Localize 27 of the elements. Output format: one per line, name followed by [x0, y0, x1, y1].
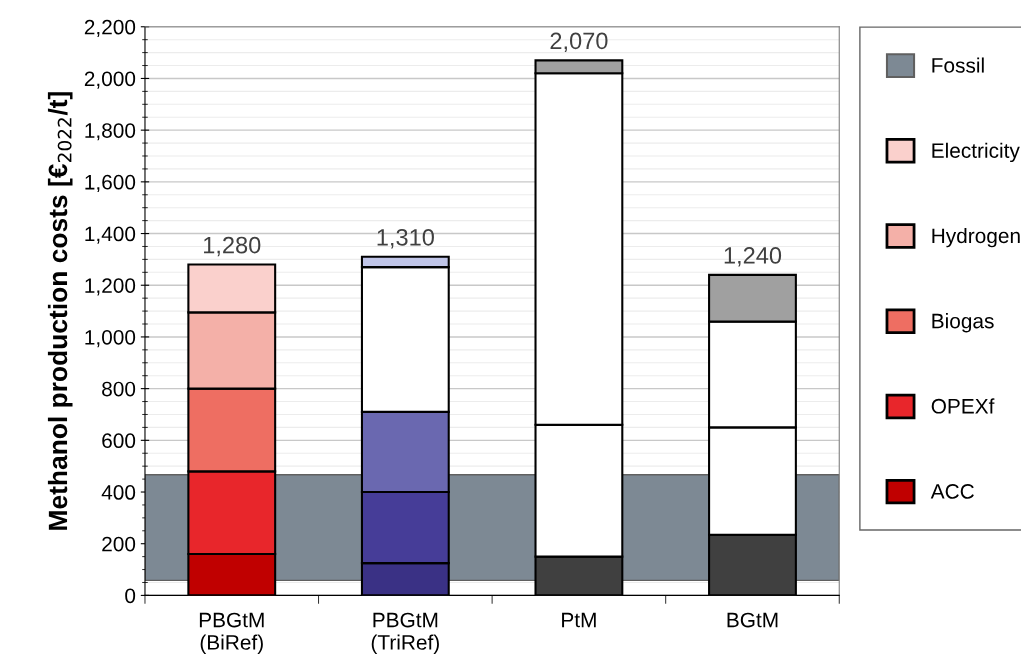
y-tick-label: 2,200 [84, 19, 136, 37]
y-tick-label: 1,800 [85, 123, 136, 141]
total-label: 1,310 [377, 228, 434, 249]
y-axis-title: Methanol production costs [€$_{2022}$/t] [47, 92, 73, 530]
y-tick-label: 800 [102, 381, 136, 397]
x-tick-label: PtM [562, 612, 596, 628]
y-tick-label: 1,600 [85, 174, 136, 193]
legend-label: Biogas [932, 313, 994, 333]
y-tick-label: 600 [102, 433, 136, 449]
y-tick-label: 1,200 [85, 278, 136, 296]
legend-label: ACC [930, 484, 974, 499]
y-tick-label: 1,400 [85, 226, 136, 244]
x-tick-label: PBGtM (BiRef) [199, 612, 264, 654]
total-label: 2,070 [550, 32, 608, 53]
x-tick-label: BGtM [727, 612, 778, 628]
y-tick-label: 0 [125, 588, 136, 604]
legend-label: OPEXf [931, 398, 995, 414]
y-tick-label: 1,000 [85, 329, 136, 348]
y-tick-label: 2,000 [84, 71, 136, 89]
legend-label: Hydrogen [932, 227, 1020, 248]
y-tick-label: 200 [102, 536, 136, 552]
y-tick-label: 400 [101, 485, 136, 500]
total-label: 1,240 [724, 247, 782, 267]
x-tick-label: PBGtM (TriRef) [371, 612, 439, 654]
legend-label: Electricity [932, 142, 1020, 163]
legend-label: Fossil [932, 57, 984, 73]
total-label: 1,280 [204, 236, 261, 257]
